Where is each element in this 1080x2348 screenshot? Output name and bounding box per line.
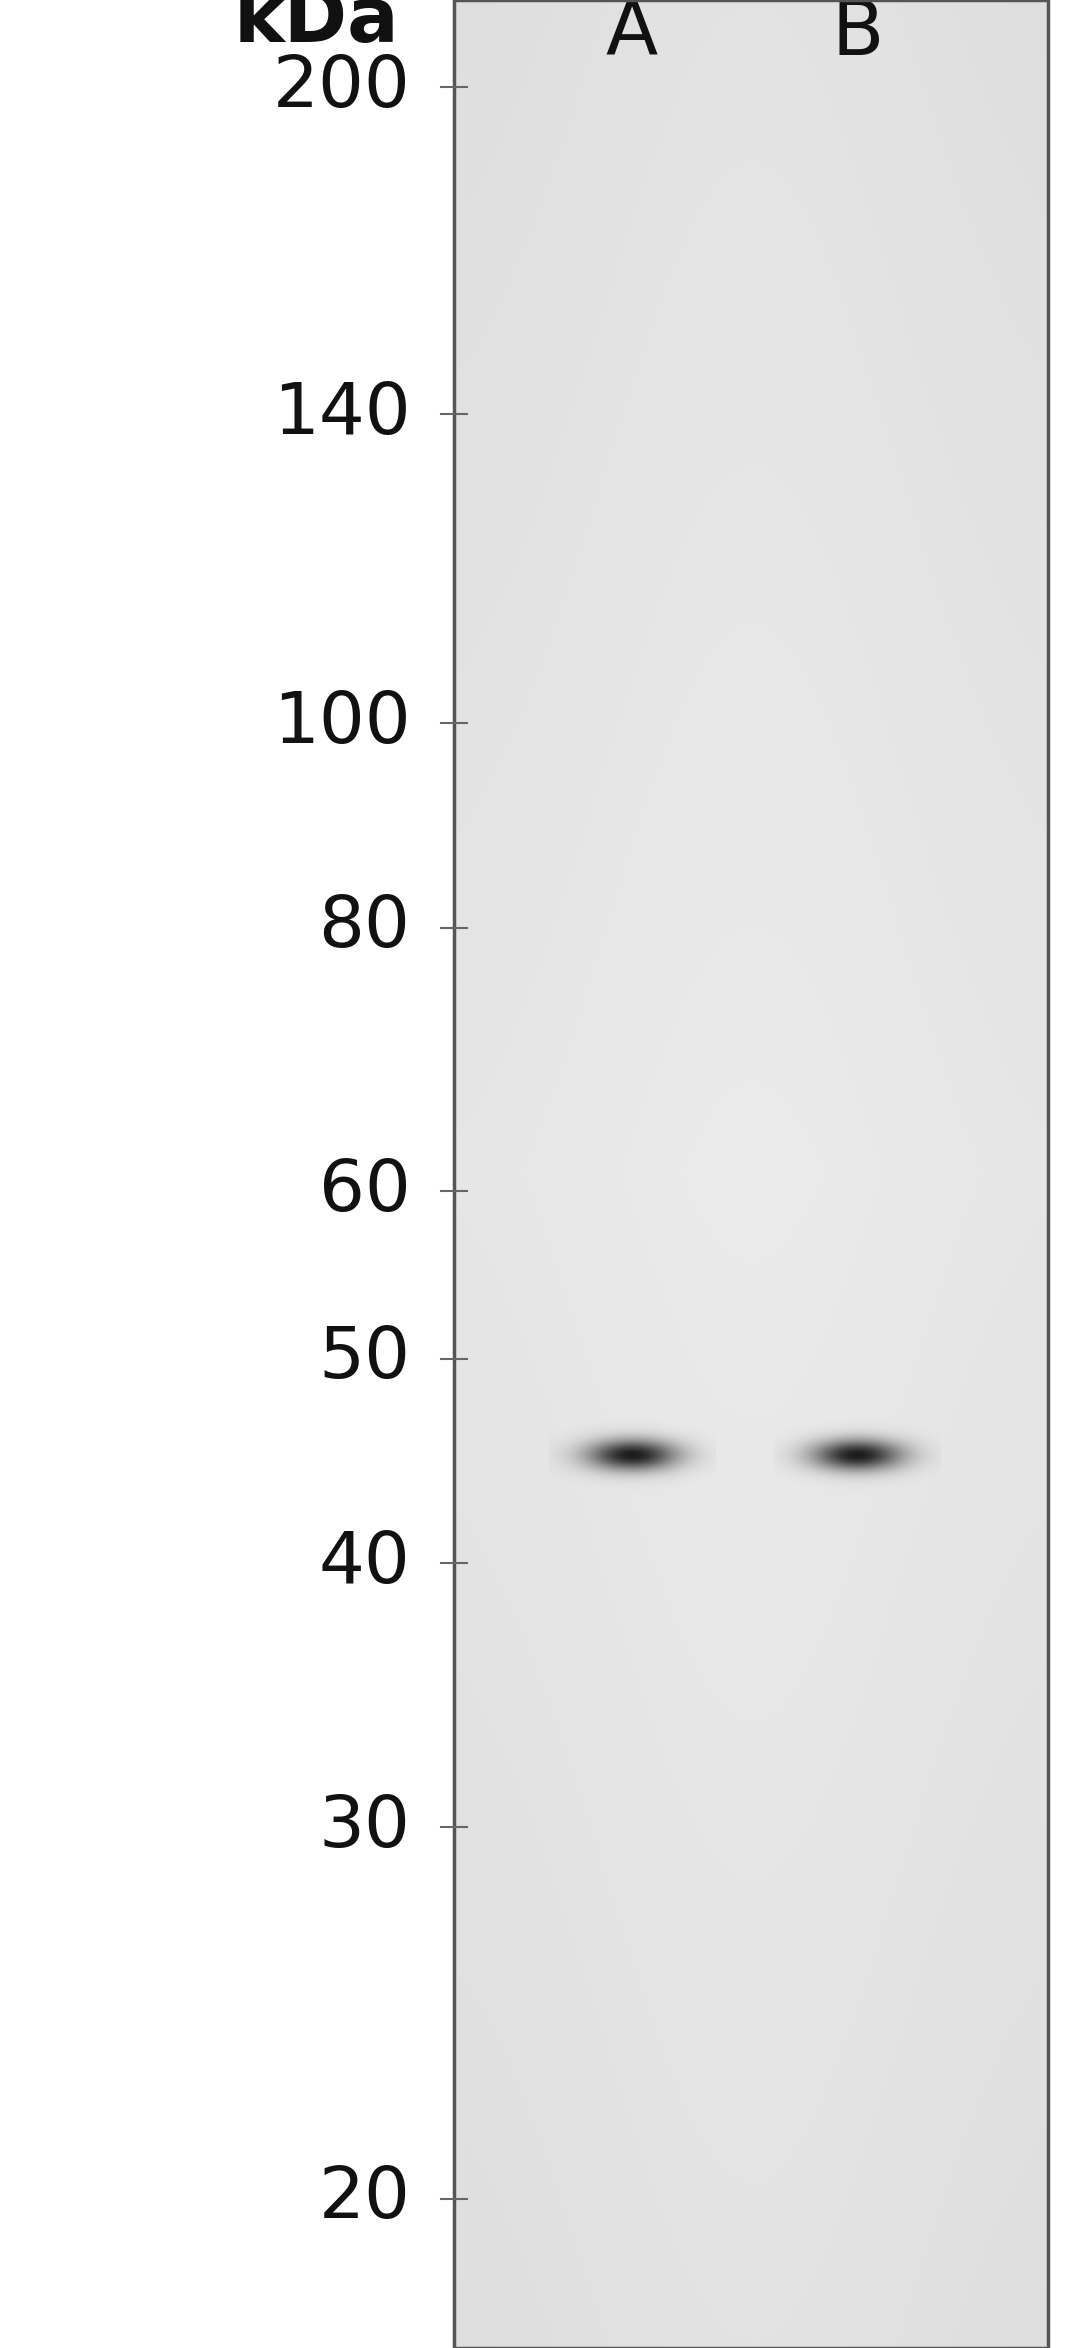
Text: 40: 40 (319, 1529, 410, 1599)
Text: 100: 100 (273, 688, 410, 758)
Text: 60: 60 (319, 1158, 410, 1226)
Bar (454, 0, 1048, 2348)
Text: kDa: kDa (234, 0, 400, 59)
Text: 200: 200 (272, 54, 410, 122)
Text: 80: 80 (319, 892, 410, 963)
Text: 140: 140 (273, 380, 410, 448)
Text: A: A (606, 0, 658, 70)
Text: 30: 30 (319, 1792, 410, 1862)
Text: 20: 20 (319, 2165, 410, 2233)
Text: 50: 50 (319, 1324, 410, 1392)
Text: B: B (832, 0, 883, 70)
